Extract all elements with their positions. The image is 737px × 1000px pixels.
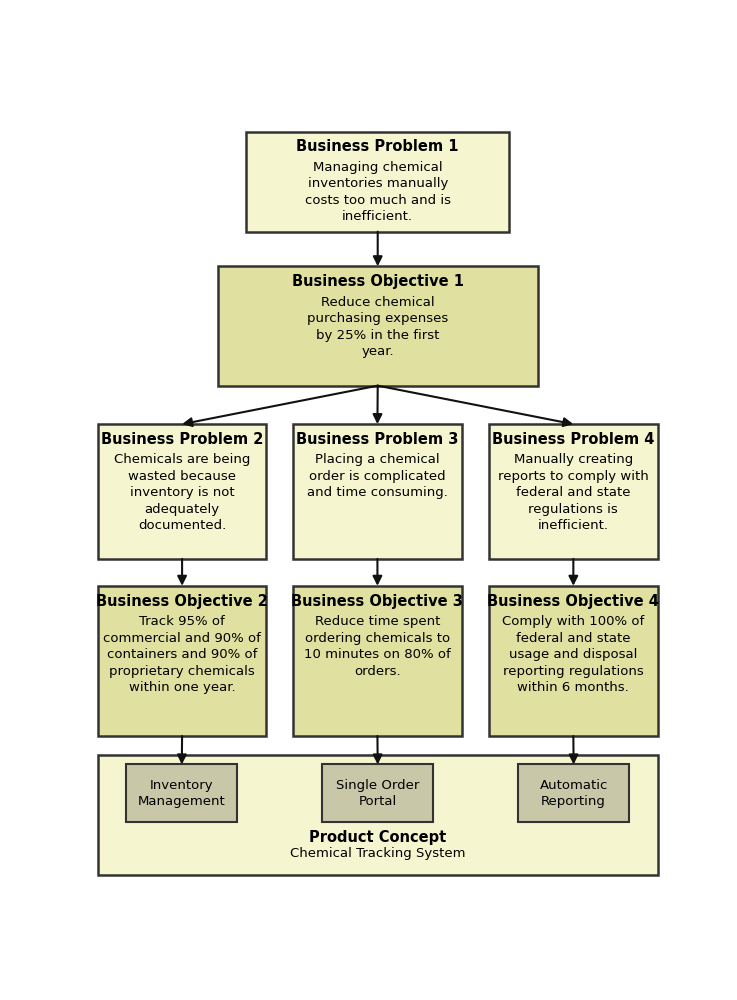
Text: Chemical Tracking System: Chemical Tracking System	[290, 847, 466, 860]
Text: Comply with 100% of
federal and state
usage and disposal
reporting regulations
w: Comply with 100% of federal and state us…	[502, 615, 644, 694]
Text: Managing chemical
inventories manually
costs too much and is
inefficient.: Managing chemical inventories manually c…	[304, 161, 451, 223]
Bar	[246, 132, 509, 232]
Text: Reduce time spent
ordering chemicals to
10 minutes on 80% of
orders.: Reduce time spent ordering chemicals to …	[304, 615, 451, 678]
Text: Automatic
Reporting: Automatic Reporting	[539, 779, 608, 808]
Text: Business Objective 4: Business Objective 4	[487, 594, 660, 609]
Text: Chemicals are being
wasted because
inventory is not
adequately
documented.: Chemicals are being wasted because inven…	[114, 453, 251, 532]
Bar	[489, 424, 657, 559]
Text: Manually creating
reports to comply with
federal and state
regulations is
ineffi: Manually creating reports to comply with…	[498, 453, 649, 532]
Text: Inventory
Management: Inventory Management	[138, 779, 226, 808]
Text: Track 95% of
commercial and 90% of
containers and 90% of
proprietary chemicals
w: Track 95% of commercial and 90% of conta…	[103, 615, 261, 694]
Text: Business Objective 2: Business Objective 2	[96, 594, 268, 609]
Bar	[518, 764, 629, 822]
Bar	[322, 764, 433, 822]
Bar	[489, 586, 657, 736]
Text: Business Objective 3: Business Objective 3	[292, 594, 464, 609]
Bar	[98, 755, 657, 875]
Text: Business Problem 3: Business Problem 3	[296, 432, 458, 447]
Text: Business Objective 1: Business Objective 1	[292, 274, 464, 289]
Bar	[293, 424, 461, 559]
Text: Product Concept: Product Concept	[309, 830, 447, 845]
Text: Business Problem 1: Business Problem 1	[296, 139, 459, 154]
Bar	[293, 586, 461, 736]
Bar	[126, 764, 237, 822]
Bar	[218, 266, 538, 386]
Text: Placing a chemical
order is complicated
and time consuming.: Placing a chemical order is complicated …	[307, 453, 448, 499]
Text: Single Order
Portal: Single Order Portal	[336, 779, 419, 808]
Bar	[98, 586, 266, 736]
Text: Reduce chemical
purchasing expenses
by 25% in the first
year.: Reduce chemical purchasing expenses by 2…	[307, 296, 448, 358]
Bar	[98, 424, 266, 559]
Text: Business Problem 4: Business Problem 4	[492, 432, 654, 447]
Text: Business Problem 2: Business Problem 2	[101, 432, 263, 447]
